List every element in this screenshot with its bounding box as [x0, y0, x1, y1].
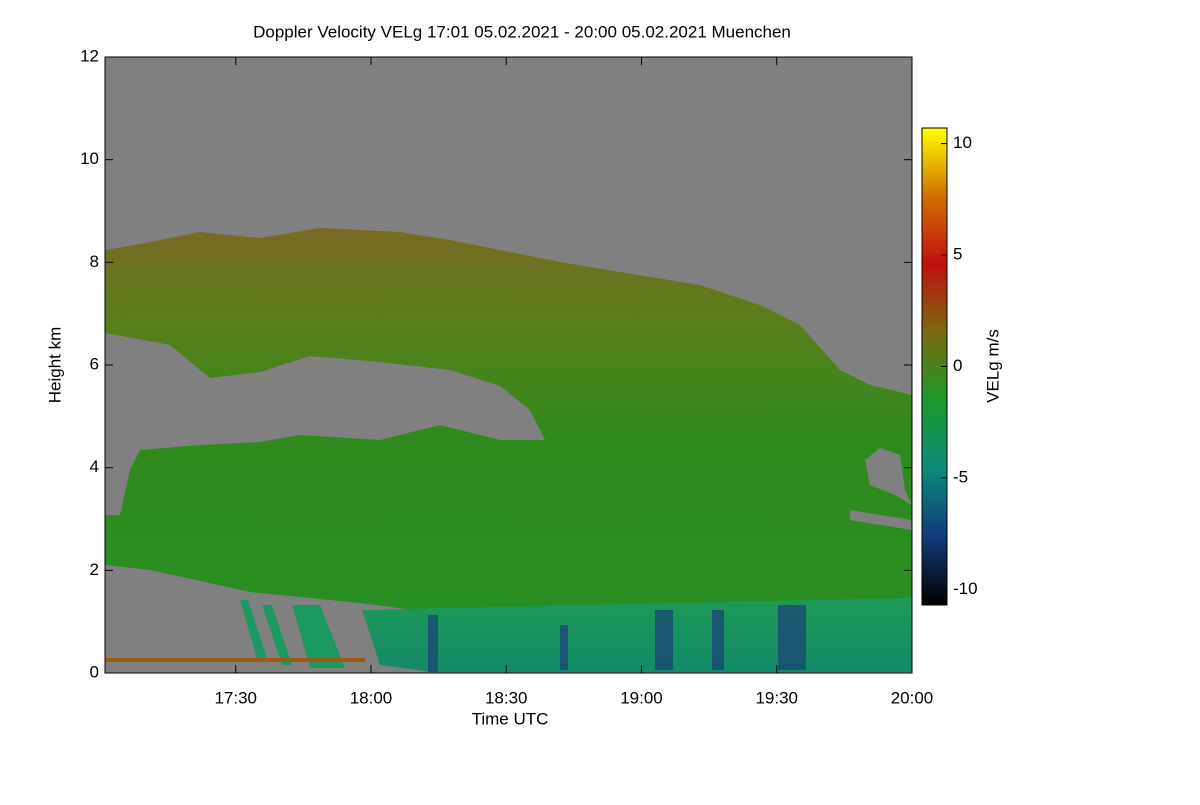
y-tick-label: 10 — [80, 149, 99, 168]
precip-streak — [240, 600, 268, 662]
y-tick-label: 2 — [90, 560, 99, 579]
colorbar-tick-label: -10 — [953, 579, 978, 598]
clear-air — [105, 333, 545, 515]
x-axis-label: Time UTC — [472, 709, 549, 728]
precip-streak — [292, 605, 345, 668]
y-tick-label: 0 — [90, 662, 99, 681]
ground-clutter — [105, 658, 365, 662]
y-tick-label: 6 — [90, 354, 99, 373]
colorbar-tick-label: 10 — [953, 133, 972, 152]
x-tick-label: 20:00 — [891, 688, 934, 707]
y-tick-label: 4 — [90, 457, 99, 476]
clear-air — [850, 510, 912, 530]
y-tick-label: 12 — [80, 46, 99, 65]
x-tick-label: 17:30 — [214, 688, 257, 707]
x-tick-label: 18:30 — [485, 688, 528, 707]
x-tick-label: 19:30 — [755, 688, 798, 707]
y-axis-label: Height km — [45, 327, 64, 404]
precip-echo — [362, 598, 912, 672]
precip-streak — [262, 605, 292, 665]
colorbar-tick-label: 5 — [953, 245, 962, 264]
colorbar-tick-label: 0 — [953, 356, 962, 375]
chart-title: Doppler Velocity VELg 17:01 05.02.2021 -… — [253, 22, 791, 41]
colorbar-tick-label: -5 — [953, 467, 968, 486]
x-tick-label: 19:00 — [620, 688, 663, 707]
y-tick-label: 8 — [90, 252, 99, 271]
colorbar-label: VELg m/s — [983, 329, 1002, 403]
x-tick-label: 18:00 — [350, 688, 393, 707]
clear-air — [865, 448, 912, 505]
fall-streaks — [428, 605, 806, 672]
plot-field — [104, 56, 913, 674]
